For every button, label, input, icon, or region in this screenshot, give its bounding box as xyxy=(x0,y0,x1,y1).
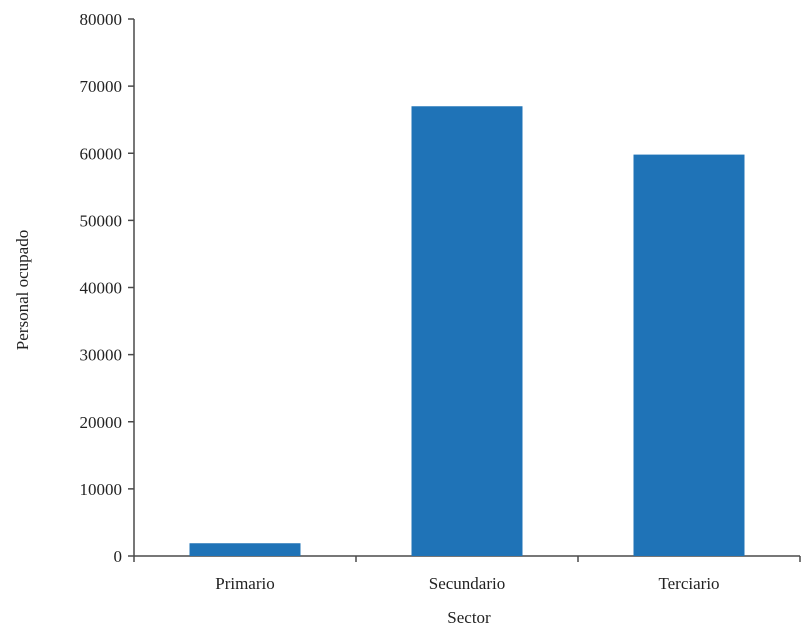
y-tick-label: 20000 xyxy=(80,413,123,432)
y-tick-label: 10000 xyxy=(80,480,123,499)
bars xyxy=(189,106,745,556)
x-tick-label: Secundario xyxy=(429,574,505,593)
y-axis: 0 10000 20000 30000 40000 50000 60000 70000 8000… xyxy=(80,10,135,566)
x-axis: Primario Secundario Terciario xyxy=(133,555,801,593)
y-tick-label: 60000 xyxy=(80,144,123,163)
x-tick-label: Terciario xyxy=(658,574,719,593)
bar-secundario xyxy=(411,106,523,556)
y-tick-label: 50000 xyxy=(80,211,123,230)
y-tick-label: 0 xyxy=(114,547,123,566)
y-tick-label: 80000 xyxy=(80,10,123,29)
y-tick-label: 30000 xyxy=(80,346,123,365)
y-axis-title: Personal ocupado xyxy=(13,230,32,350)
bar-primario xyxy=(189,543,301,556)
y-tick-label: 40000 xyxy=(80,279,123,298)
y-tick-label: 70000 xyxy=(80,77,123,96)
x-axis-title: Sector xyxy=(447,608,491,627)
bar-terciario xyxy=(633,154,745,556)
x-tick-label: Primario xyxy=(215,574,275,593)
